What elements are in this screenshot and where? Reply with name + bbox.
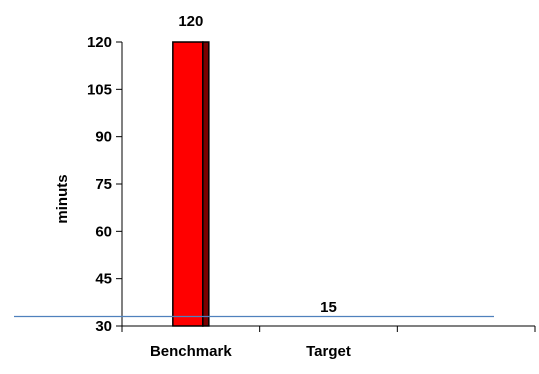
y-axis: 30 45 60 75 90 105 120 bbox=[87, 34, 123, 335]
y-tick-label: 90 bbox=[95, 129, 112, 146]
y-tick-label: 45 bbox=[95, 271, 112, 288]
y-tick-label: 30 bbox=[95, 318, 112, 335]
bar bbox=[172, 41, 210, 327]
data-label: 15 bbox=[320, 299, 337, 316]
bar-side-face bbox=[202, 41, 210, 327]
data-labels: 120 15 bbox=[178, 13, 337, 316]
x-category-label: Target bbox=[306, 343, 351, 360]
y-tick-label: 120 bbox=[87, 34, 112, 51]
bar-front-face bbox=[172, 41, 204, 327]
data-label: 120 bbox=[178, 13, 203, 30]
y-tick-label: 60 bbox=[95, 223, 112, 240]
y-axis-label: minuts bbox=[54, 174, 71, 223]
x-category-label: Benchmark bbox=[150, 343, 232, 360]
y-tick-label: 75 bbox=[95, 176, 112, 193]
y-tick-label: 105 bbox=[87, 81, 112, 98]
x-axis: Benchmark Target bbox=[121, 325, 536, 360]
bars bbox=[172, 41, 210, 327]
